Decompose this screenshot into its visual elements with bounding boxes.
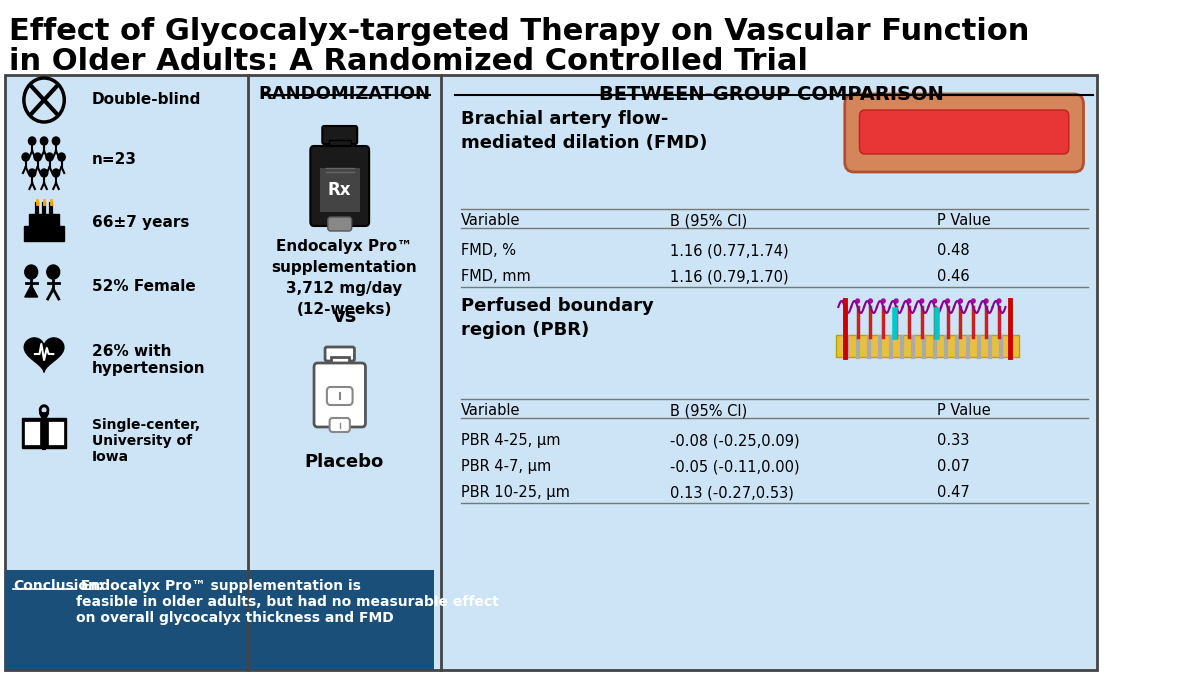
Text: 66±7 years: 66±7 years — [92, 215, 190, 230]
Circle shape — [946, 299, 949, 303]
Text: 0.13 (-0.27,0.53): 0.13 (-0.27,0.53) — [671, 485, 794, 500]
Circle shape — [42, 408, 46, 412]
Text: 0.48: 0.48 — [936, 243, 970, 258]
Text: FMD, %: FMD, % — [461, 243, 516, 258]
Circle shape — [41, 137, 48, 145]
Circle shape — [894, 299, 898, 303]
Circle shape — [58, 153, 65, 161]
Polygon shape — [25, 285, 37, 297]
FancyBboxPatch shape — [311, 146, 370, 226]
FancyBboxPatch shape — [29, 214, 59, 226]
Text: PBR 4-25, μm: PBR 4-25, μm — [461, 433, 560, 448]
Text: 0.47: 0.47 — [936, 485, 970, 500]
Text: B (95% CI): B (95% CI) — [671, 213, 748, 228]
Circle shape — [41, 169, 48, 177]
FancyBboxPatch shape — [22, 418, 42, 448]
FancyBboxPatch shape — [859, 110, 1069, 154]
Text: BETWEEN-GROUP COMPARISON: BETWEEN-GROUP COMPARISON — [599, 85, 943, 104]
Circle shape — [869, 299, 872, 303]
Circle shape — [984, 299, 988, 303]
Text: -0.05 (-0.11,0.00): -0.05 (-0.11,0.00) — [671, 459, 800, 474]
Polygon shape — [40, 413, 49, 422]
Text: Variable: Variable — [461, 213, 521, 228]
Text: Single-center,
University of
Iowa: Single-center, University of Iowa — [92, 418, 200, 464]
FancyBboxPatch shape — [330, 418, 350, 432]
Text: 1.16 (0.77,1.74): 1.16 (0.77,1.74) — [671, 243, 788, 258]
Text: vs: vs — [332, 307, 356, 326]
Circle shape — [907, 299, 911, 303]
Text: 0.33: 0.33 — [936, 433, 968, 448]
Text: in Older Adults: A Randomized Controlled Trial: in Older Adults: A Randomized Controlled… — [10, 47, 808, 76]
Text: B (95% CI): B (95% CI) — [671, 403, 748, 418]
Text: P Value: P Value — [936, 213, 990, 228]
Text: Endocalyx Pro™ supplementation is
feasible in older adults, but had no measurabl: Endocalyx Pro™ supplementation is feasib… — [77, 579, 499, 626]
Circle shape — [25, 265, 37, 279]
Circle shape — [920, 299, 924, 303]
Circle shape — [842, 299, 847, 303]
Text: 0.07: 0.07 — [936, 459, 970, 474]
Text: Conclusion:: Conclusion: — [13, 579, 103, 593]
FancyBboxPatch shape — [323, 126, 358, 144]
Text: Perfused boundary
region (PBR): Perfused boundary region (PBR) — [461, 297, 654, 339]
Circle shape — [29, 137, 36, 145]
Text: -0.08 (-0.25,0.09): -0.08 (-0.25,0.09) — [671, 433, 800, 448]
Circle shape — [882, 299, 886, 303]
Circle shape — [40, 405, 49, 415]
FancyBboxPatch shape — [326, 387, 353, 405]
FancyBboxPatch shape — [48, 421, 65, 445]
Polygon shape — [24, 338, 64, 372]
Text: n=23: n=23 — [92, 152, 137, 167]
Circle shape — [34, 153, 41, 161]
Text: Brachial artery flow-
mediated dilation (FMD): Brachial artery flow- mediated dilation … — [461, 110, 707, 152]
Text: Endocalyx Pro™
supplementation
3,712 mg/day
(12-weeks): Endocalyx Pro™ supplementation 3,712 mg/… — [271, 239, 418, 317]
Circle shape — [46, 153, 53, 161]
Circle shape — [53, 169, 60, 177]
FancyBboxPatch shape — [24, 226, 65, 241]
Text: 0.46: 0.46 — [936, 269, 970, 284]
Text: Variable: Variable — [461, 403, 521, 418]
FancyBboxPatch shape — [5, 75, 1097, 670]
FancyBboxPatch shape — [330, 357, 349, 369]
FancyBboxPatch shape — [5, 570, 434, 670]
FancyBboxPatch shape — [319, 168, 360, 212]
Circle shape — [959, 299, 962, 303]
FancyBboxPatch shape — [314, 363, 366, 427]
Text: PBR 4-7, μm: PBR 4-7, μm — [461, 459, 551, 474]
Text: 52% Female: 52% Female — [92, 279, 196, 294]
FancyBboxPatch shape — [24, 421, 41, 445]
FancyBboxPatch shape — [835, 335, 1019, 357]
Circle shape — [53, 137, 60, 145]
Text: RANDOMIZATION: RANDOMIZATION — [258, 85, 431, 103]
Circle shape — [22, 153, 29, 161]
Circle shape — [29, 169, 36, 177]
Circle shape — [47, 265, 60, 279]
Circle shape — [972, 299, 976, 303]
Text: PBR 10-25, μm: PBR 10-25, μm — [461, 485, 570, 500]
FancyBboxPatch shape — [325, 347, 354, 361]
Text: Effect of Glycocalyx-targeted Therapy on Vascular Function: Effect of Glycocalyx-targeted Therapy on… — [10, 17, 1030, 46]
Text: Rx: Rx — [328, 181, 352, 199]
Text: Double-blind: Double-blind — [92, 92, 202, 107]
Circle shape — [856, 299, 859, 303]
Text: 1.16 (0.79,1.70): 1.16 (0.79,1.70) — [671, 269, 788, 284]
Text: 26% with
hypertension: 26% with hypertension — [92, 344, 205, 377]
Text: Placebo: Placebo — [305, 453, 384, 471]
FancyBboxPatch shape — [845, 94, 1084, 172]
FancyBboxPatch shape — [46, 418, 66, 448]
Circle shape — [997, 299, 1001, 303]
Text: P Value: P Value — [936, 403, 990, 418]
Text: FMD, mm: FMD, mm — [461, 269, 530, 284]
Circle shape — [932, 299, 936, 303]
FancyBboxPatch shape — [329, 140, 350, 152]
FancyBboxPatch shape — [328, 217, 352, 231]
